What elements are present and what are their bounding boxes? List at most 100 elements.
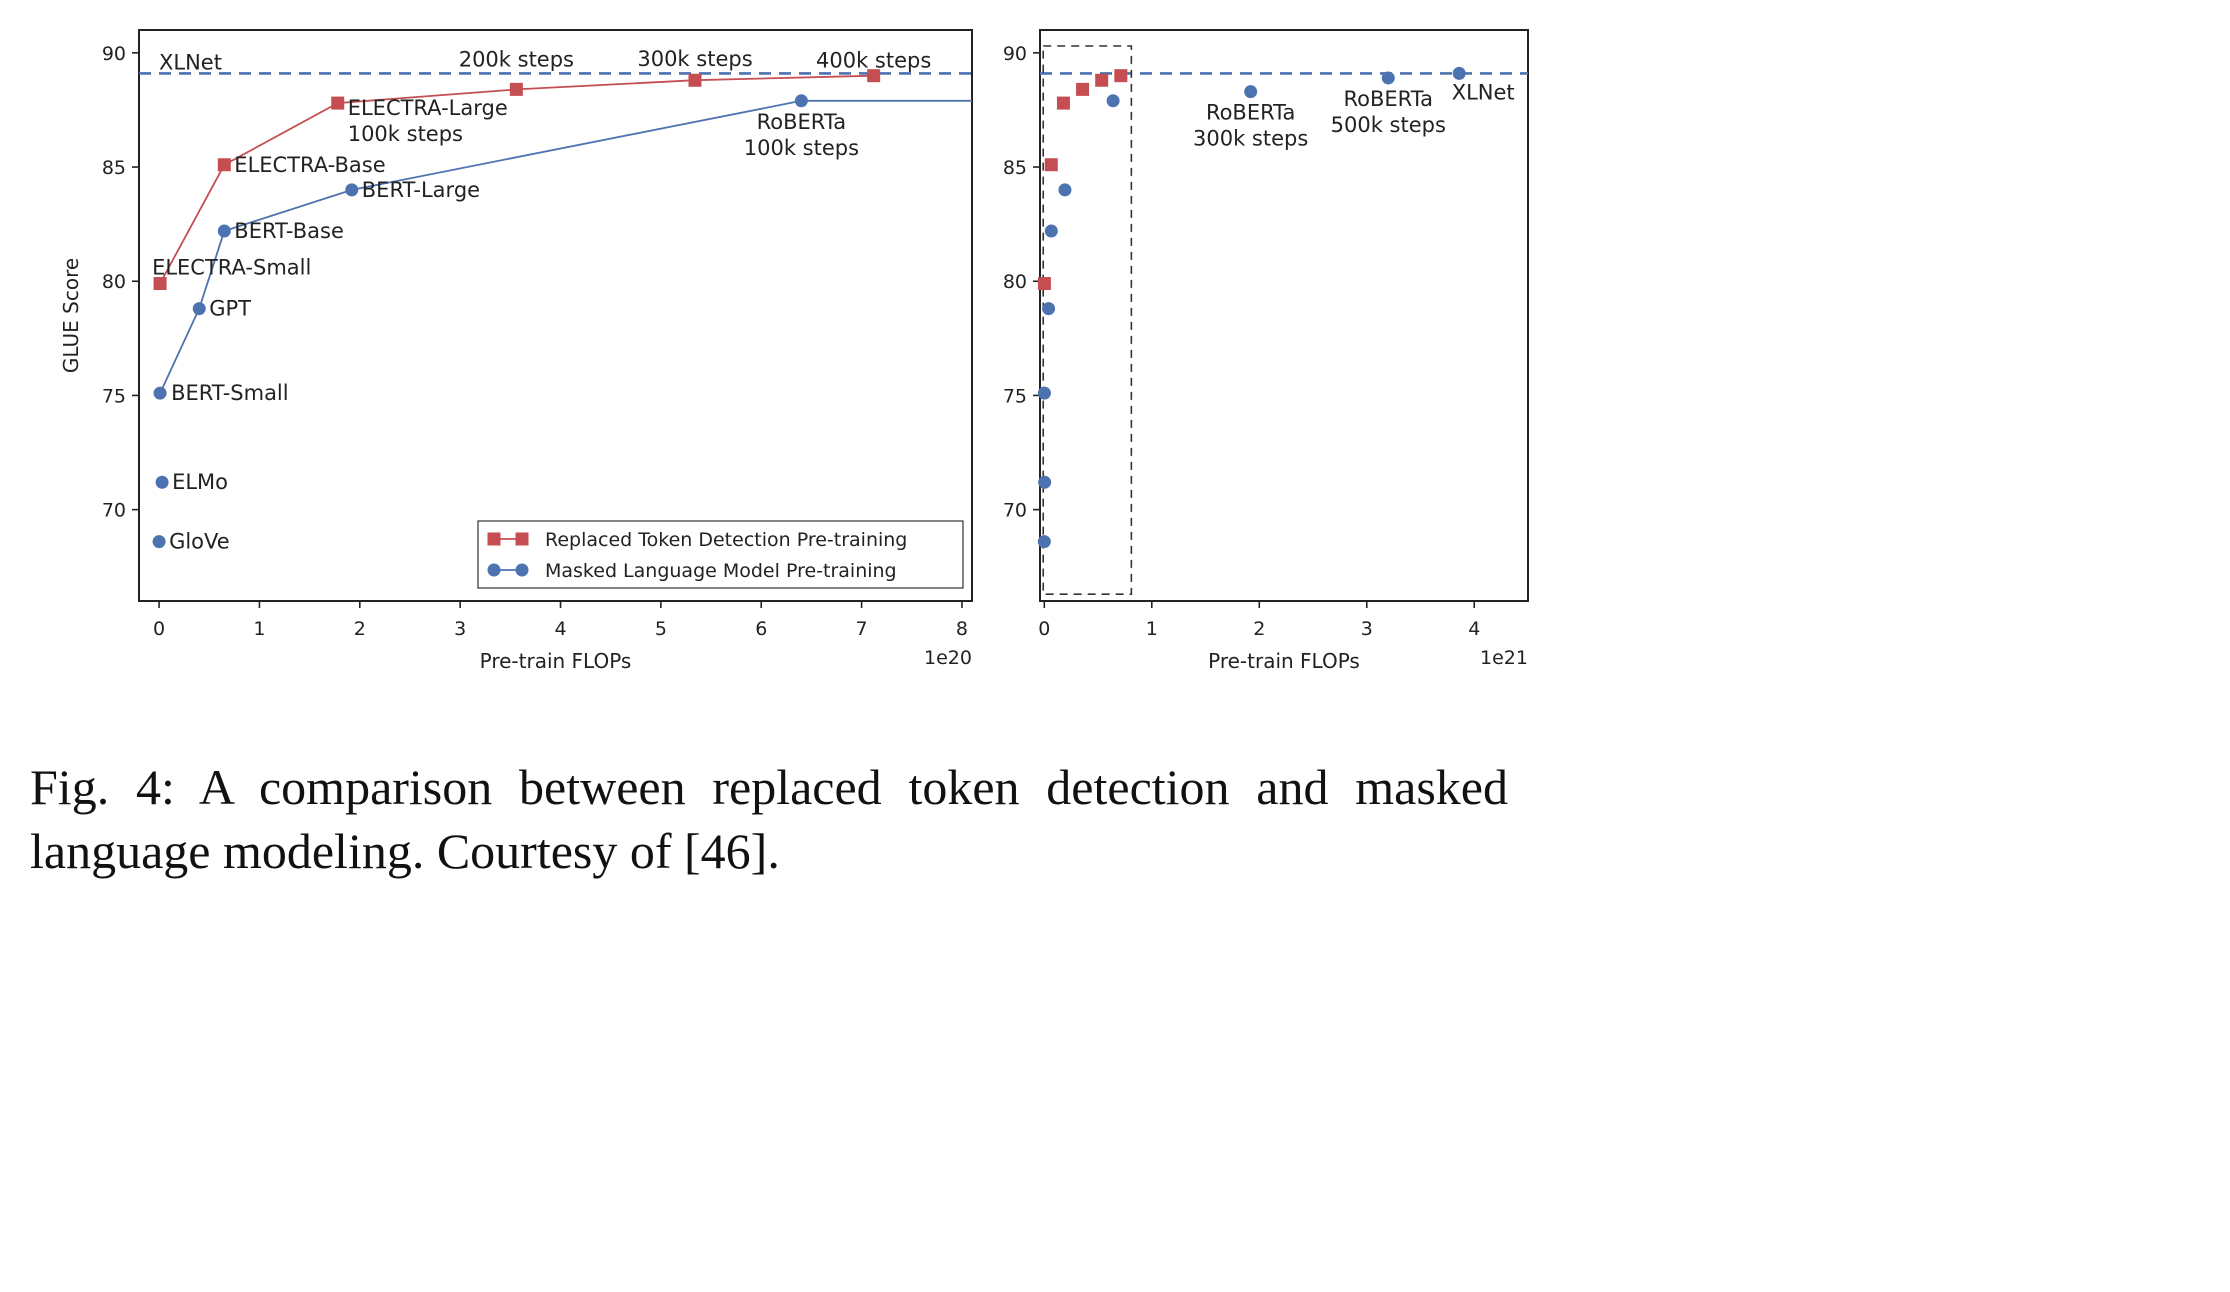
data-label: RoBERTa 500k steps bbox=[1331, 87, 1446, 137]
y-tick-label: 70 bbox=[102, 500, 126, 522]
data-label: BERT-Large bbox=[362, 178, 480, 202]
data-label-line: RoBERTa bbox=[1344, 87, 1433, 111]
data-label: RoBERTa 300k steps bbox=[1193, 101, 1308, 151]
reference-line-label: XLNet bbox=[159, 50, 222, 74]
data-point bbox=[794, 94, 808, 108]
data-point bbox=[1044, 224, 1058, 238]
y-tick-label: 85 bbox=[102, 157, 126, 179]
x-tick-label: 1 bbox=[1146, 618, 1158, 640]
data-point bbox=[331, 96, 345, 110]
x-scale-label: 1e20 bbox=[924, 647, 972, 669]
y-tick-label: 70 bbox=[1003, 500, 1027, 522]
legend-marker bbox=[515, 563, 529, 577]
y-tick-label: 85 bbox=[1003, 157, 1027, 179]
right-panel: 70 75 80 85 90 0 1 2 3 4 Pre-train FLOPs 1e21 RoBERT… bbox=[1003, 29, 1529, 673]
legend-entry: Replaced Token Detection Pre-training bbox=[545, 529, 907, 551]
data-point bbox=[192, 302, 206, 316]
data-label-line: GloVe bbox=[169, 530, 230, 554]
series-line bbox=[159, 74, 874, 284]
x-tick-label: 0 bbox=[1038, 618, 1050, 640]
left-panel: 70 75 80 85 90 0 1 2 3 4 5 6 7 8 Pre-train FLOPs 1e20 GL… bbox=[59, 29, 973, 673]
data-label: 200k steps bbox=[459, 47, 574, 71]
data-point bbox=[1058, 183, 1072, 197]
x-tick-label: 8 bbox=[956, 618, 968, 640]
data-point bbox=[1056, 96, 1070, 110]
data-label-line: XLNet bbox=[1452, 80, 1515, 104]
y-tick-label: 80 bbox=[1003, 271, 1027, 293]
data-label: 400k steps bbox=[816, 49, 931, 73]
x-scale-label: 1e21 bbox=[1480, 647, 1528, 669]
x-tick-label: 3 bbox=[454, 618, 466, 640]
data-point bbox=[1037, 386, 1051, 400]
data-label-line: GPT bbox=[209, 297, 251, 321]
data-point bbox=[1381, 71, 1395, 85]
x-tick-label: 7 bbox=[856, 618, 868, 640]
data-label: XLNet bbox=[1452, 80, 1515, 104]
figure-caption: Fig. 4: A comparison between replaced to… bbox=[30, 759, 1508, 879]
data-label: GPT bbox=[209, 297, 251, 321]
legend-marker bbox=[487, 563, 501, 577]
data-point bbox=[1044, 158, 1058, 172]
data-label: BERT-Small bbox=[171, 381, 289, 405]
data-point bbox=[217, 224, 231, 238]
data-label-line: BERT-Small bbox=[171, 381, 289, 405]
data-label-line: 200k steps bbox=[459, 47, 574, 71]
x-tick-label: 3 bbox=[1361, 618, 1373, 640]
y-axis-label: GLUE Score bbox=[59, 258, 83, 373]
data-label: RoBERTa 100k steps bbox=[744, 110, 859, 160]
legend-entry: Masked Language Model Pre-training bbox=[545, 560, 897, 582]
x-tick-label: 4 bbox=[554, 618, 566, 640]
data-point bbox=[867, 69, 881, 83]
x-tick-label: 2 bbox=[354, 618, 366, 640]
data-label-line: ELECTRA-Base bbox=[234, 153, 385, 177]
x-tick-label: 5 bbox=[655, 618, 667, 640]
data-label-line: 300k steps bbox=[1193, 127, 1308, 151]
data-point bbox=[152, 535, 166, 549]
data-point bbox=[1452, 66, 1466, 80]
data-label-line: 300k steps bbox=[637, 47, 752, 71]
y-tick-label: 80 bbox=[102, 271, 126, 293]
x-tick-label: 4 bbox=[1468, 618, 1480, 640]
y-tick-label: 90 bbox=[102, 43, 126, 65]
x-axis-label: Pre-train FLOPs bbox=[1208, 649, 1360, 673]
data-label-line: ELECTRA-Small bbox=[152, 256, 311, 280]
zoom-box bbox=[1042, 45, 1133, 595]
data-label: 300k steps bbox=[637, 47, 752, 71]
data-point bbox=[1037, 277, 1051, 291]
x-tick-label: 2 bbox=[1253, 618, 1265, 640]
data-label-line: ELECTRA-Large bbox=[348, 96, 508, 120]
data-point bbox=[1037, 535, 1051, 549]
x-axis-label: Pre-train FLOPs bbox=[480, 649, 632, 673]
data-label: ELMo bbox=[172, 470, 228, 494]
data-point bbox=[1106, 94, 1120, 108]
data-point bbox=[1076, 82, 1090, 96]
data-label: BERT-Base bbox=[234, 219, 344, 243]
y-tick-label: 75 bbox=[1003, 385, 1027, 407]
data-label-line: 100k steps bbox=[744, 136, 859, 160]
series-line bbox=[159, 99, 972, 394]
data-label-line: 100k steps bbox=[348, 122, 463, 146]
data-label: ELECTRA-Large 100k steps bbox=[348, 96, 508, 146]
data-point bbox=[155, 475, 169, 489]
data-point bbox=[153, 277, 167, 291]
data-label: ELECTRA-Base bbox=[234, 153, 385, 177]
data-point bbox=[1114, 69, 1128, 83]
data-point bbox=[1095, 73, 1109, 87]
y-tick-label: 75 bbox=[102, 385, 126, 407]
data-point bbox=[217, 158, 231, 172]
data-label-line: 400k steps bbox=[816, 49, 931, 73]
data-label: ELECTRA-Small bbox=[152, 256, 311, 280]
legend-marker bbox=[515, 532, 529, 546]
figure-svg: 70 75 80 85 90 0 1 2 3 4 5 6 7 8 Pre-train FLOPs 1e20 GL… bbox=[59, 29, 1529, 673]
y-tick-label: 90 bbox=[1003, 43, 1027, 65]
plot-frame bbox=[138, 29, 973, 602]
data-point bbox=[345, 183, 359, 197]
plot-frame bbox=[1039, 29, 1529, 602]
data-label-line: RoBERTa bbox=[1206, 101, 1295, 125]
data-label: GloVe bbox=[169, 530, 230, 554]
x-tick-label: 1 bbox=[253, 618, 265, 640]
data-point bbox=[153, 386, 167, 400]
data-label-line: 500k steps bbox=[1331, 113, 1446, 137]
x-tick-label: 6 bbox=[755, 618, 767, 640]
data-point bbox=[688, 73, 702, 87]
